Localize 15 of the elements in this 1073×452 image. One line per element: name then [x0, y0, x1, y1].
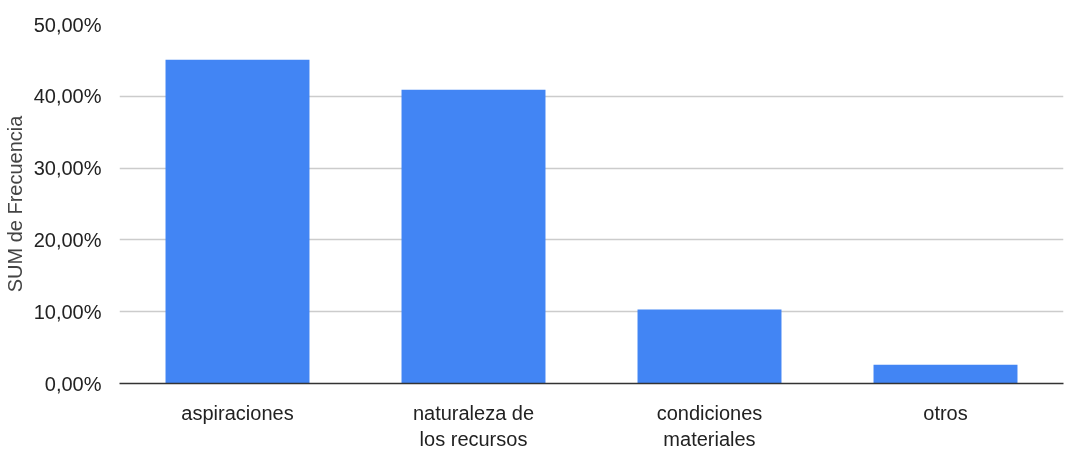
y-tick-label: 30,00% — [33, 157, 102, 180]
y-tick-label: 50,00% — [33, 13, 102, 36]
bar — [165, 59, 310, 384]
y-tick-label: 0,00% — [44, 372, 102, 395]
x-tick-label: naturaleza de los recursos — [412, 401, 535, 450]
y-tick-label: 40,00% — [33, 85, 102, 108]
y-axis-title: SUM de Frecuencia — [3, 114, 26, 293]
bar — [637, 309, 782, 384]
x-tick-label: aspiraciones — [181, 401, 294, 424]
x-tick-label: condiciones materiales — [656, 401, 763, 450]
x-tick-label: otros — [923, 401, 968, 424]
y-tick-label: 10,00% — [33, 300, 102, 323]
bar — [873, 364, 1018, 384]
bar — [401, 89, 546, 384]
y-tick-label: 20,00% — [33, 228, 102, 251]
